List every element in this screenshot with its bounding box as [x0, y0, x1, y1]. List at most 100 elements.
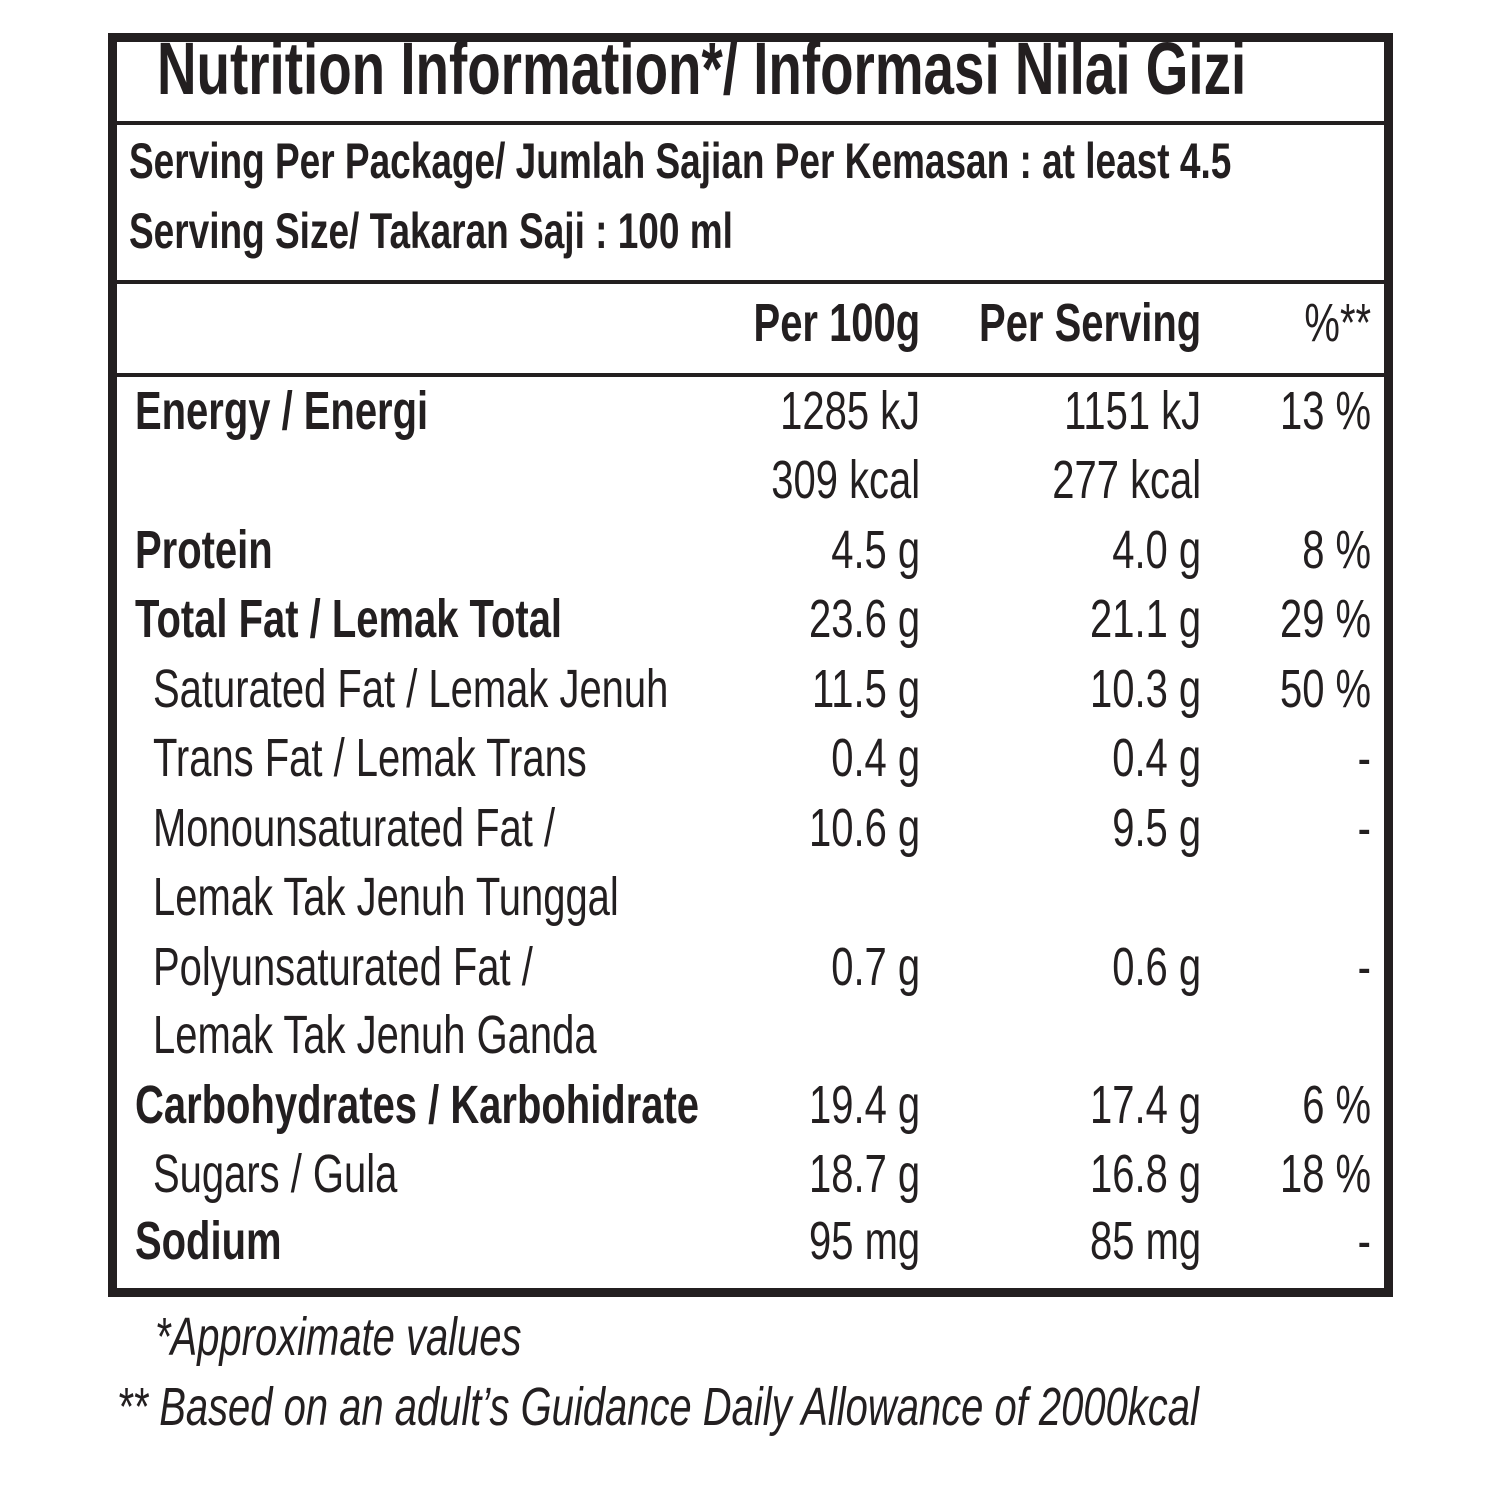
- column-header-per-serving-text: Per Serving: [978, 293, 1201, 353]
- nutrient-label-text: Sugars / Gula: [153, 1144, 398, 1204]
- footnote-gda-text: ** Based on an adult’s Guidance Daily Al…: [117, 1377, 1199, 1437]
- value-per-serving: 4.0 g: [1081, 523, 1201, 577]
- value-percent: -: [1353, 1214, 1371, 1268]
- value-text: 29 %: [1279, 589, 1371, 649]
- nutrient-label: Trans Fat / Lemak Trans: [153, 731, 739, 785]
- value-per100g: 309 kcal: [719, 453, 920, 507]
- value-percent: 13 %: [1248, 384, 1371, 438]
- column-header-per100g-text: Per 100g: [753, 293, 920, 353]
- value-per-serving: 9.5 g: [1081, 801, 1201, 855]
- value-text: 18 %: [1279, 1144, 1371, 1204]
- footnote-approx: *Approximate values: [155, 1310, 650, 1364]
- value-text: 309 kcal: [771, 450, 920, 510]
- nutrient-label: Lemak Tak Jenuh Tunggal: [153, 870, 782, 924]
- value-per-serving: 17.4 g: [1051, 1078, 1201, 1132]
- nutrient-label: Sodium: [135, 1214, 333, 1268]
- value-text: 10.6 g: [808, 798, 920, 858]
- footnote-gda: ** Based on an adult’s Guidance Daily Al…: [117, 1380, 1500, 1434]
- table-title: Nutrition Information*/ Informasi Nilai …: [157, 32, 1500, 106]
- value-text: 0.7 g: [831, 937, 920, 997]
- column-header-per100g: Per 100g: [695, 296, 920, 350]
- serving-per-package: Serving Per Package/ Jumlah Sajian Per K…: [129, 136, 1500, 186]
- nutrient-label-text: Polyunsaturated Fat /: [153, 937, 533, 997]
- column-header-per-serving: Per Serving: [901, 296, 1201, 350]
- footnote-approx-text: *Approximate values: [155, 1307, 522, 1367]
- nutrient-label: Monounsaturated Fat /: [153, 801, 696, 855]
- value-per100g: 18.7 g: [770, 1147, 920, 1201]
- nutrient-label: Total Fat / Lemak Total: [135, 592, 712, 646]
- value-per-serving: 0.4 g: [1081, 731, 1201, 785]
- value-text: 277 kcal: [1052, 450, 1201, 510]
- value-text: -: [1357, 1211, 1371, 1271]
- nutrient-label: Carbohydrates / Karbohidrate: [135, 1078, 897, 1132]
- value-per100g: 19.4 g: [770, 1078, 920, 1132]
- value-per-serving: 277 kcal: [1000, 453, 1201, 507]
- nutrient-label-text: Trans Fat / Lemak Trans: [153, 728, 587, 788]
- value-text: 95 mg: [808, 1211, 920, 1271]
- serving-divider: [117, 280, 1384, 284]
- value-per100g: 0.4 g: [800, 731, 920, 785]
- value-per-serving: 1151 kJ: [1016, 384, 1201, 438]
- nutrition-table-frame: [108, 33, 1393, 1297]
- value-percent: 18 %: [1248, 1147, 1371, 1201]
- value-text: 21.1 g: [1089, 589, 1201, 649]
- nutrient-label: Lemak Tak Jenuh Ganda: [153, 1008, 752, 1062]
- value-per100g: 1285 kJ: [731, 384, 920, 438]
- serving-size: Serving Size/ Takaran Saji : 100 ml: [129, 206, 945, 256]
- nutrient-label-text: Sodium: [135, 1211, 282, 1271]
- value-text: 85 mg: [1089, 1211, 1201, 1271]
- value-per-serving: 21.1 g: [1051, 592, 1201, 646]
- value-percent: 8 %: [1278, 523, 1371, 577]
- value-text: 0.4 g: [1112, 728, 1201, 788]
- value-text: 10.3 g: [1089, 659, 1201, 719]
- value-per100g: 4.5 g: [800, 523, 920, 577]
- value-text: 17.4 g: [1089, 1075, 1201, 1135]
- table-title-text: Nutrition Information*/ Informasi Nilai …: [157, 27, 1247, 110]
- nutrient-label: Energy / Energi: [135, 384, 531, 438]
- serving-per-package-text: Serving Per Package/ Jumlah Sajian Per K…: [129, 133, 1232, 189]
- nutrient-label-text: Protein: [135, 520, 273, 580]
- header-divider: [117, 373, 1384, 377]
- value-text: 9.5 g: [1112, 798, 1201, 858]
- nutrient-label: Sugars / Gula: [153, 1147, 483, 1201]
- nutrient-label-text: Lemak Tak Jenuh Ganda: [153, 1005, 597, 1065]
- value-text: 11.5 g: [811, 659, 920, 719]
- nutrient-label-text: Monounsaturated Fat /: [153, 798, 556, 858]
- value-per100g: 0.7 g: [800, 940, 920, 994]
- value-text: 6 %: [1302, 1075, 1371, 1135]
- nutrient-label-text: Lemak Tak Jenuh Tunggal: [153, 867, 619, 927]
- value-percent: 29 %: [1248, 592, 1371, 646]
- column-header-percent-text: %**: [1304, 293, 1371, 353]
- nutrient-label-text: Saturated Fat / Lemak Jenuh: [153, 659, 669, 719]
- nutrient-label: Polyunsaturated Fat /: [153, 940, 666, 994]
- value-per-serving: 10.3 g: [1051, 662, 1201, 716]
- value-percent: 50 %: [1248, 662, 1371, 716]
- value-text: 18.7 g: [808, 1144, 920, 1204]
- value-text: 19.4 g: [808, 1075, 920, 1135]
- column-header-percent: %**: [1281, 296, 1371, 350]
- value-text: -: [1357, 937, 1371, 997]
- nutrient-label: Saturated Fat / Lemak Jenuh: [153, 662, 849, 716]
- value-percent: -: [1353, 731, 1371, 785]
- value-text: 13 %: [1279, 381, 1371, 441]
- nutrient-label-text: Total Fat / Lemak Total: [135, 589, 563, 649]
- value-per-serving: 16.8 g: [1051, 1147, 1201, 1201]
- value-per-serving: 85 mg: [1051, 1214, 1201, 1268]
- nutrient-label-text: Energy / Energi: [135, 381, 429, 441]
- title-divider: [117, 121, 1384, 125]
- value-text: 1285 kJ: [780, 381, 920, 441]
- value-per100g: 10.6 g: [770, 801, 920, 855]
- value-text: 23.6 g: [808, 589, 920, 649]
- value-text: 4.0 g: [1112, 520, 1201, 580]
- value-per100g: 11.5 g: [774, 662, 920, 716]
- value-per100g: 95 mg: [770, 1214, 920, 1268]
- value-text: 4.5 g: [831, 520, 920, 580]
- value-text: 0.4 g: [831, 728, 920, 788]
- value-per100g: 23.6 g: [770, 592, 920, 646]
- value-percent: -: [1353, 940, 1371, 994]
- value-percent: -: [1353, 801, 1371, 855]
- value-text: 16.8 g: [1089, 1144, 1201, 1204]
- value-text: -: [1357, 728, 1371, 788]
- value-per-serving: 0.6 g: [1081, 940, 1201, 994]
- value-text: 0.6 g: [1112, 937, 1201, 997]
